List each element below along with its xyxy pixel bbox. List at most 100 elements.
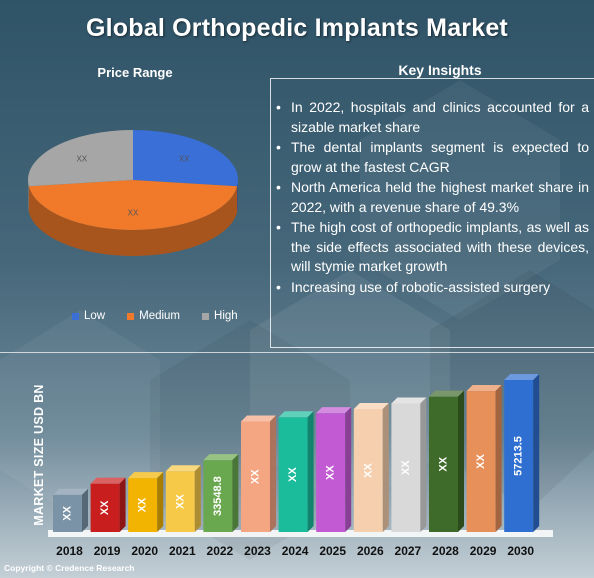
copyright-text: Copyright © Credence Research xyxy=(4,563,135,573)
bar-2029: XX xyxy=(466,385,502,532)
bar-2021: XX xyxy=(165,465,201,532)
legend-label-high: High xyxy=(214,310,238,322)
bar-front xyxy=(90,483,120,532)
bar-side xyxy=(157,472,164,532)
x-tick-label: 2028 xyxy=(432,544,459,558)
bar-front xyxy=(53,494,82,532)
bar-front xyxy=(504,380,534,532)
x-tick-label: 2023 xyxy=(244,544,271,558)
bar-value-label: 33548.8 xyxy=(212,476,224,516)
x-tick-label: 2019 xyxy=(93,544,121,558)
x-tick-label: 2027 xyxy=(394,544,422,558)
bar-2028: XX xyxy=(429,390,464,532)
bar-side xyxy=(307,411,314,532)
bar-top xyxy=(90,477,126,484)
x-tick-label: 2018 xyxy=(56,544,83,558)
bar-side xyxy=(345,407,352,532)
bar-side xyxy=(270,415,276,532)
insight-item: Increasing use of robotic-assisted surge… xyxy=(274,278,589,298)
bar-2026: XX xyxy=(353,403,389,532)
bar-top xyxy=(429,390,464,397)
pie-legend: Low Medium High xyxy=(72,310,238,322)
bar-front xyxy=(353,409,383,532)
bar-value-label: XX xyxy=(362,463,374,478)
bar-value-label: XX xyxy=(174,494,186,509)
insight-item: North America held the highest market sh… xyxy=(274,178,589,217)
bar-2023: XX xyxy=(241,415,276,532)
pie-slice-label: XX xyxy=(128,209,139,218)
bar-front xyxy=(241,421,270,532)
bar-top xyxy=(53,488,88,495)
bar-2024: XX xyxy=(278,411,314,532)
bar-value-label: XX xyxy=(137,497,149,512)
bar-front xyxy=(391,403,421,532)
pie-slice-side-high xyxy=(28,180,29,213)
legend-item-medium: Medium xyxy=(127,310,180,322)
legend-label-low: Low xyxy=(84,310,106,322)
bar-top xyxy=(466,385,502,392)
bar-2022: 33548.8 xyxy=(203,454,239,532)
pie-slice-side-medium xyxy=(28,186,238,257)
bar-value-label: XX xyxy=(400,460,412,475)
bar-top xyxy=(203,454,239,461)
bar-value-label: XX xyxy=(475,454,487,469)
pie-slice-low xyxy=(133,130,238,187)
insight-item: The high cost of orthopedic implants, as… xyxy=(274,218,589,277)
pie-slice-side-low xyxy=(237,180,238,213)
x-tick-label: 2021 xyxy=(168,544,196,558)
pie-chart-title: Price Range xyxy=(97,65,173,80)
bar-front xyxy=(429,396,458,532)
legend-swatch-medium xyxy=(127,312,135,320)
x-tick-label: 2020 xyxy=(131,544,159,558)
x-tick-label: 2026 xyxy=(356,544,384,558)
x-tick-label: 2030 xyxy=(507,544,535,558)
insights-title: Key Insights xyxy=(398,62,482,78)
pie-slice-label: XX xyxy=(76,155,87,164)
bar-top xyxy=(241,415,276,422)
bar-2027: XX xyxy=(391,397,427,532)
bar-top xyxy=(316,407,352,414)
bar-value-label: XX xyxy=(62,505,74,520)
bar-top xyxy=(165,465,201,472)
bar-side xyxy=(458,390,464,532)
x-tick-label: 2029 xyxy=(469,544,497,558)
legend-item-low: Low xyxy=(72,310,105,322)
bar-2019: XX xyxy=(90,477,126,532)
bar-top xyxy=(353,403,389,410)
bar-side xyxy=(194,465,201,532)
insights-list: In 2022, hospitals and clinics accounted… xyxy=(274,98,589,298)
insight-item: The dental implants segment is expected … xyxy=(274,138,589,177)
bar-top xyxy=(504,374,540,380)
bar-value-label: XX xyxy=(287,467,299,482)
bar-side xyxy=(119,477,126,532)
pie-slice-medium xyxy=(28,180,238,231)
legend-label-medium: Medium xyxy=(139,310,181,322)
insights-box xyxy=(270,78,594,348)
bar-side xyxy=(82,488,88,532)
insight-item: In 2022, hospitals and clinics accounted… xyxy=(274,98,589,137)
bar-value-label: 57213.5 xyxy=(513,436,525,476)
section-divider xyxy=(0,352,594,353)
pie-slice-label: XX xyxy=(179,155,190,164)
bar-value-label: XX xyxy=(325,465,337,480)
bar-2030: 57213.5 xyxy=(504,374,540,532)
bar-chart-floor xyxy=(48,530,553,537)
bar-side xyxy=(420,397,427,532)
bar-front xyxy=(466,391,496,532)
bar-top xyxy=(278,411,314,418)
bar-2025: XX xyxy=(316,407,352,532)
bar-chart-x-axis: 2018 2019 2020 2021 2022 2023 2024 2025 2026 2027… xyxy=(0,544,594,560)
legend-swatch-high xyxy=(202,312,210,320)
bar-side xyxy=(382,403,389,532)
page-title: Global Orthopedic Implants Market xyxy=(86,14,508,42)
bar-front xyxy=(278,417,308,532)
bar-side xyxy=(495,385,502,532)
x-tick-label: 2024 xyxy=(281,544,309,558)
bar-2018: XX xyxy=(53,488,88,532)
bar-value-label: XX xyxy=(438,456,450,471)
bar-front xyxy=(316,413,346,532)
bar-2020: XX xyxy=(128,472,164,532)
bar-side xyxy=(533,374,540,532)
